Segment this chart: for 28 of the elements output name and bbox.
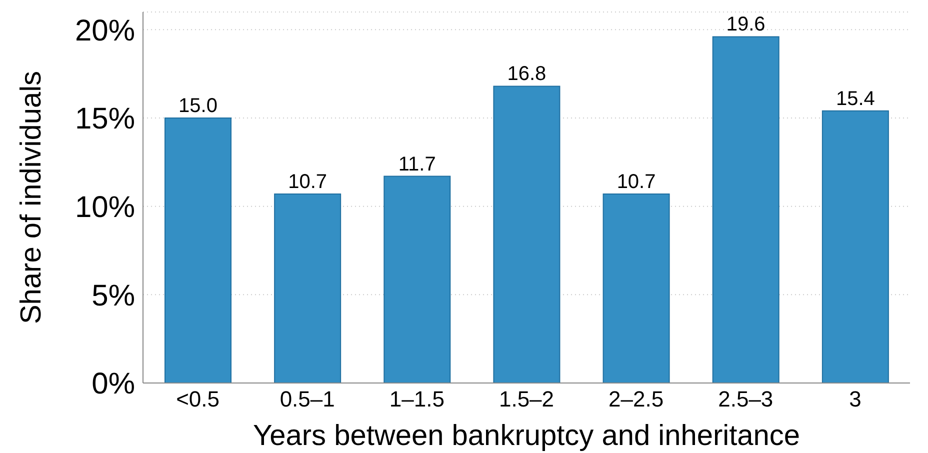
bar: [274, 193, 342, 383]
x-tick-label: 2.5–3: [718, 386, 774, 412]
bar: [164, 118, 232, 383]
y-tick-label: 10%: [74, 190, 135, 224]
x-tick-label: 0.5–1: [280, 386, 335, 412]
data-label: 10.7: [616, 170, 656, 193]
x-tick-label: 1–1.5: [389, 386, 444, 412]
data-label: 10.7: [288, 170, 328, 193]
data-label: 16.8: [507, 63, 546, 86]
data-label: 11.7: [398, 153, 436, 176]
bar: [384, 176, 451, 383]
x-tick-label: 2–2.5: [608, 386, 664, 412]
bar: [602, 193, 670, 383]
data-label: 15.4: [836, 88, 875, 110]
x-tick-label: 3: [849, 386, 862, 412]
bar: [493, 86, 560, 383]
y-tick-label: 15%: [74, 102, 135, 136]
data-label: 19.6: [726, 14, 766, 36]
x-tick-label: <0.5: [176, 386, 220, 412]
data-label: 15.0: [178, 95, 218, 117]
y-tick-label: 5%: [92, 279, 135, 312]
x-tick-label: 1.5–2: [498, 386, 554, 412]
x-axis-title: Years between bankruptcy and inheritance: [252, 420, 800, 452]
y-tick-label: 20%: [74, 14, 135, 48]
bar: [712, 36, 780, 383]
bar: [822, 110, 889, 383]
y-axis-title: Share of individuals: [15, 70, 48, 324]
y-tick-label: 0%: [92, 368, 135, 401]
